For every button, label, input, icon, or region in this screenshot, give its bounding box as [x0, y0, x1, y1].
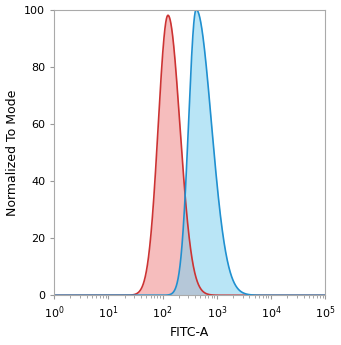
X-axis label: FITC-A: FITC-A: [170, 326, 209, 339]
Y-axis label: Normalized To Mode: Normalized To Mode: [5, 89, 18, 216]
